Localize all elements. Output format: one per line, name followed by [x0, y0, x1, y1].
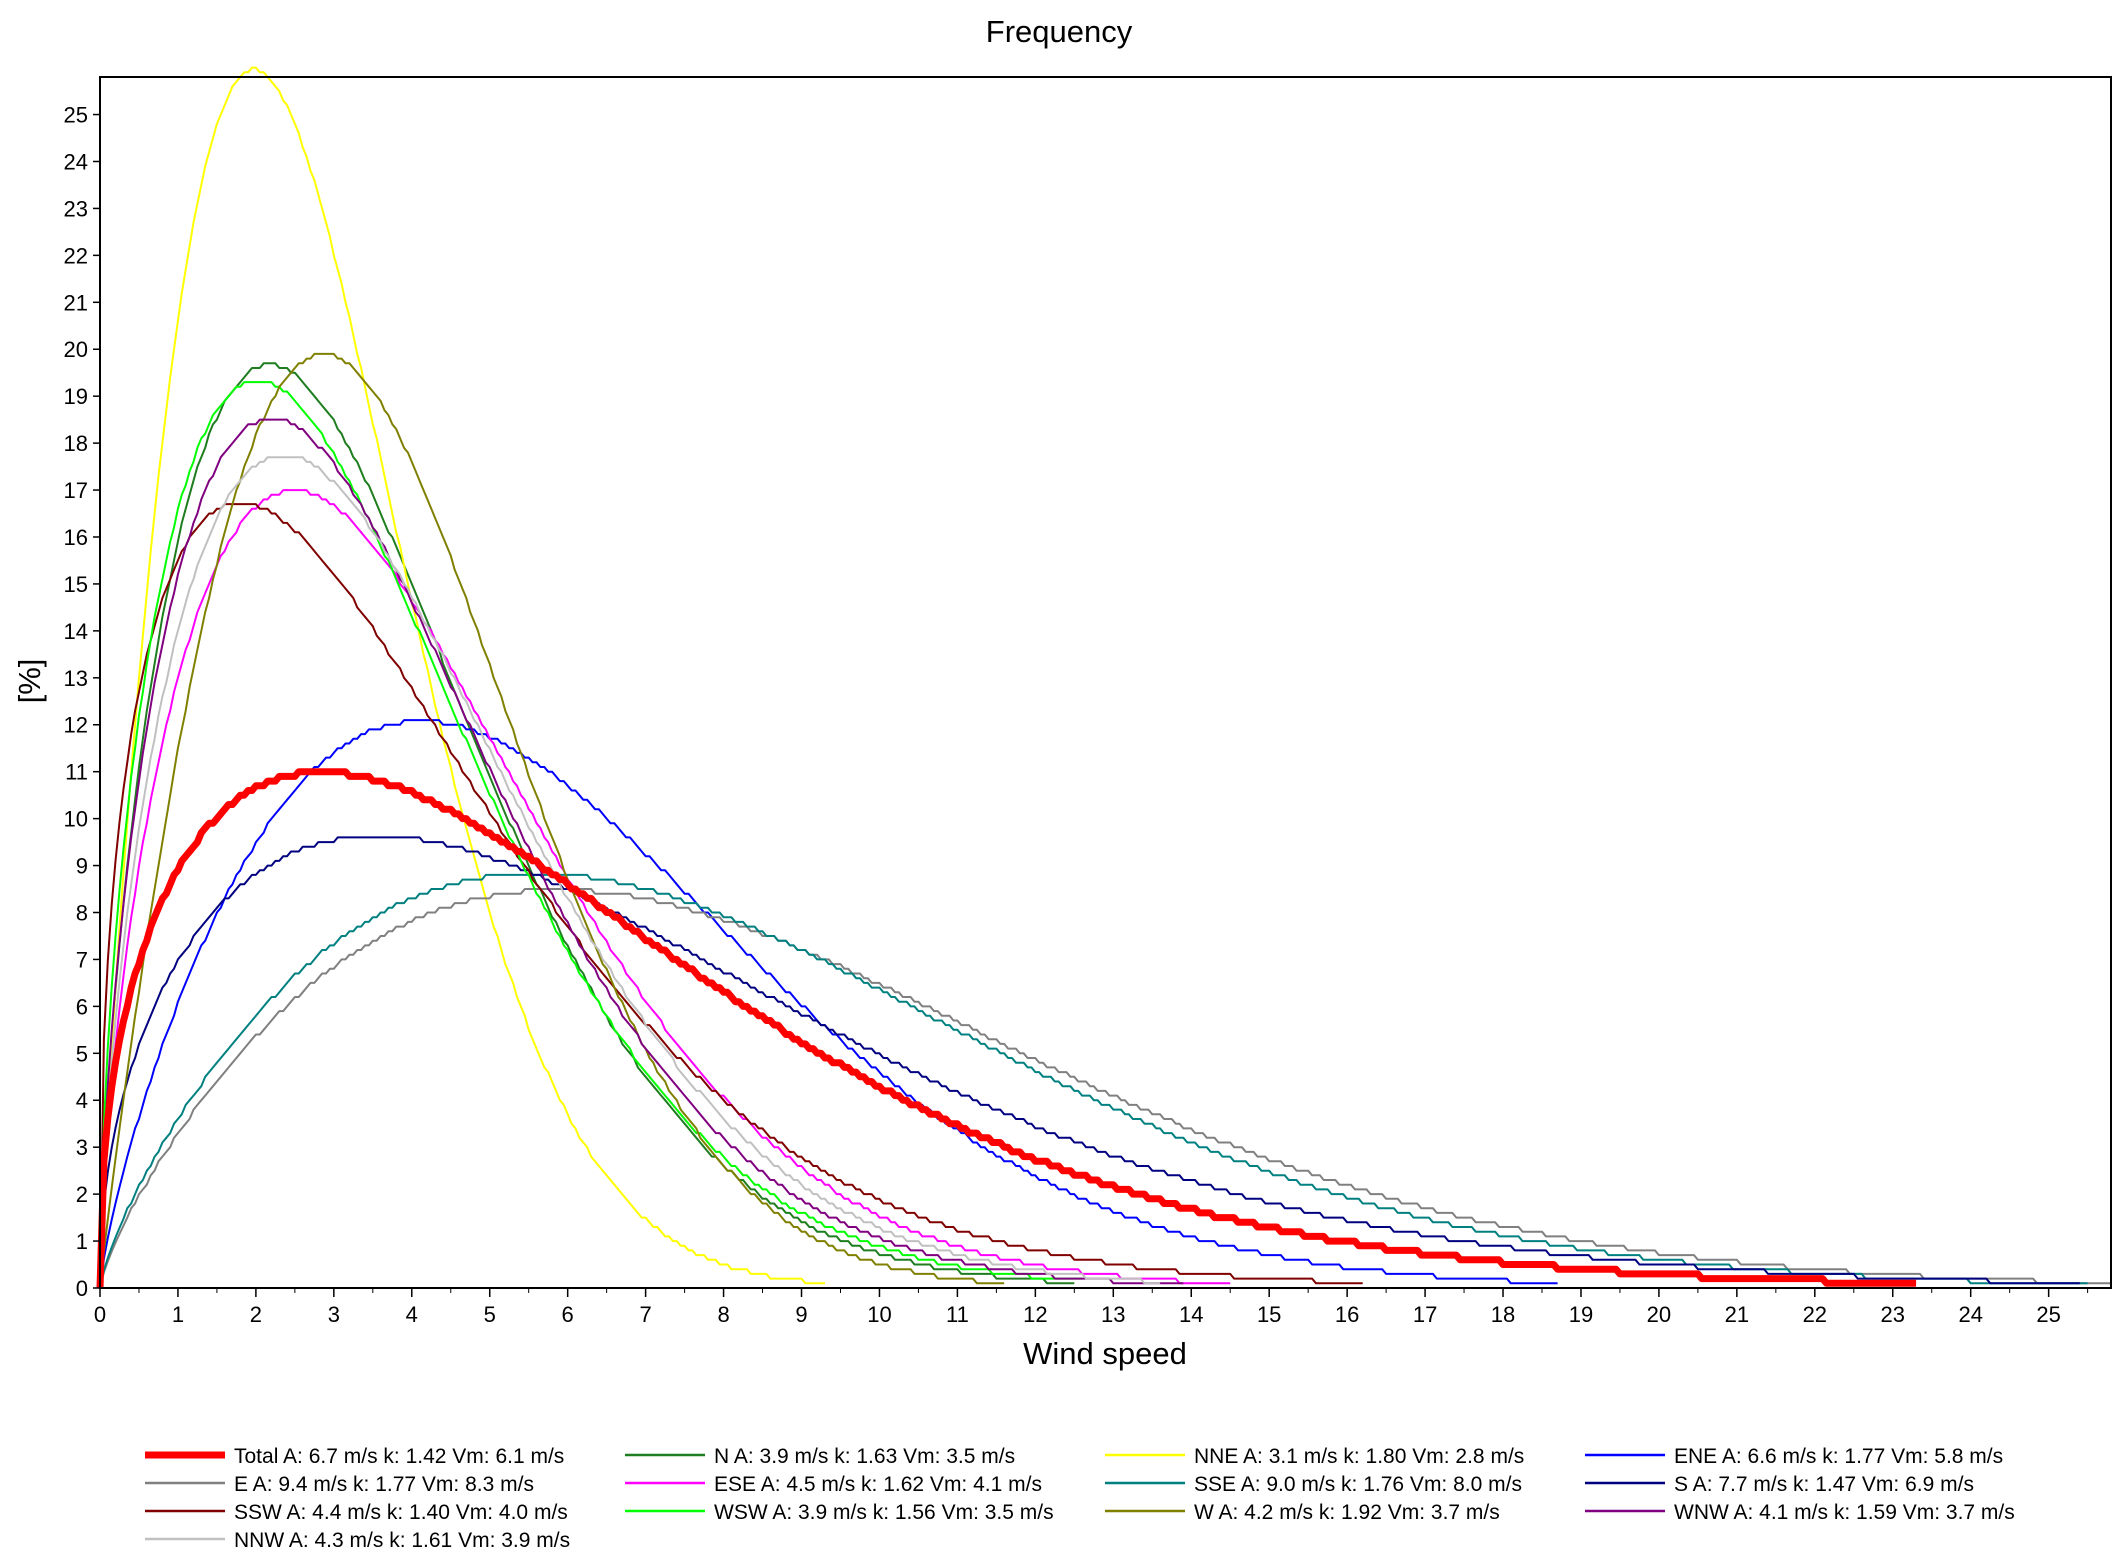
y-tick-label: 10 [64, 807, 88, 832]
legend-label-wsw: WSW A: 3.9 m/s k: 1.56 Vm: 3.5 m/s [714, 1501, 1054, 1524]
x-tick-label: 1 [172, 1302, 184, 1327]
x-tick-label: 4 [406, 1302, 418, 1327]
legend-label-nnw: NNW A: 4.3 m/s k: 1.61 Vm: 3.9 m/s [234, 1529, 570, 1552]
y-tick-label: 18 [64, 431, 88, 456]
y-tick-label: 22 [64, 243, 88, 268]
y-tick-label: 7 [76, 947, 88, 972]
legend-label-s: S A: 7.7 m/s k: 1.47 Vm: 6.9 m/s [1674, 1473, 1974, 1496]
x-tick-label: 6 [562, 1302, 574, 1327]
legend-label-nne: NNE A: 3.1 m/s k: 1.80 Vm: 2.8 m/s [1194, 1445, 1524, 1468]
series-line-wnw [99, 418, 1184, 1289]
series-line-e [99, 888, 2111, 1289]
legend-label-e: E A: 9.4 m/s k: 1.77 Vm: 8.3 m/s [234, 1473, 534, 1496]
legend-label-ssw: SSW A: 4.4 m/s k: 1.40 Vm: 4.0 m/s [234, 1501, 568, 1524]
y-tick-label: 17 [64, 478, 88, 503]
y-tick-label: 19 [64, 384, 88, 409]
x-tick-label: 16 [1335, 1302, 1359, 1327]
legend-label-total: Total A: 6.7 m/s k: 1.42 Vm: 6.1 m/s [234, 1445, 564, 1468]
x-tick-label: 23 [1881, 1302, 1905, 1327]
x-tick-label: 19 [1569, 1302, 1593, 1327]
series-line-s [99, 836, 2080, 1289]
x-tick-label: 5 [484, 1302, 496, 1327]
series-line-sse [99, 873, 2088, 1289]
legend-label-n: N A: 3.9 m/s k: 1.63 Vm: 3.5 m/s [714, 1445, 1015, 1468]
y-tick-label: 9 [76, 854, 88, 879]
x-tick-label: 9 [795, 1302, 807, 1327]
x-tick-label: 21 [1725, 1302, 1749, 1327]
y-tick-label: 15 [64, 572, 88, 597]
x-tick-label: 3 [328, 1302, 340, 1327]
legend-label-sse: SSE A: 9.0 m/s k: 1.76 Vm: 8.0 m/s [1194, 1473, 1522, 1496]
legend-label-ese: ESE A: 4.5 m/s k: 1.62 Vm: 4.1 m/s [714, 1473, 1042, 1496]
x-axis: 0 1 2 3 4 5 6 7 8 9 10 11 12 13 14 15 16 17 18 19 20 21 22 23 24… [94, 1288, 2089, 1327]
x-tick-label: 11 [946, 1302, 969, 1327]
x-tick-label: 25 [2036, 1302, 2060, 1327]
y-tick-label: 3 [76, 1135, 88, 1160]
y-tick-label: 0 [76, 1276, 88, 1301]
x-tick-label: 24 [1958, 1302, 1982, 1327]
plot-frame [99, 76, 2112, 1289]
y-axis-label: [%] [12, 659, 47, 704]
x-tick-label: 17 [1413, 1302, 1437, 1327]
legend-label-wnw: WNW A: 4.1 m/s k: 1.59 Vm: 3.7 m/s [1674, 1501, 2015, 1524]
x-tick-label: 20 [1647, 1302, 1671, 1327]
y-tick-label: 6 [76, 994, 88, 1019]
y-tick-label: 16 [64, 525, 88, 550]
series-line-total [96, 768, 1917, 1289]
y-tick-label: 24 [64, 149, 88, 174]
legend-label-w: W A: 4.2 m/s k: 1.92 Vm: 3.7 m/s [1194, 1501, 1500, 1524]
legend: Total A: 6.7 m/s k: 1.42 Vm: 6.1 m/s N A:… [145, 1445, 2015, 1552]
series-line-w [99, 352, 1005, 1289]
y-tick-label: 23 [64, 196, 88, 221]
series-line-nnw [99, 456, 1161, 1289]
y-tick-label: 20 [64, 337, 88, 362]
chart-title: Frequency [986, 14, 1133, 49]
y-axis: 0123456789101112131415161718192021222324… [64, 103, 100, 1301]
x-tick-label: 15 [1257, 1302, 1281, 1327]
legend-label-ene: ENE A: 6.6 m/s k: 1.77 Vm: 5.8 m/s [1674, 1445, 2003, 1468]
series-line-wsw [99, 381, 1083, 1289]
x-tick-label: 12 [1023, 1302, 1047, 1327]
x-tick-label: 10 [867, 1302, 891, 1327]
x-tick-label: 14 [1179, 1302, 1203, 1327]
y-tick-label: 8 [76, 900, 88, 925]
x-axis-label: Wind speed [1023, 1336, 1187, 1371]
series-line-nne [99, 66, 825, 1289]
y-tick-label: 4 [76, 1088, 88, 1113]
y-tick-label: 2 [76, 1182, 88, 1207]
x-tick-label: 13 [1101, 1302, 1125, 1327]
y-tick-label: 13 [64, 666, 88, 691]
x-tick-label: 0 [94, 1302, 106, 1327]
x-tick-label: 8 [717, 1302, 729, 1327]
series-line-ssw [99, 503, 1363, 1289]
y-tick-label: 1 [76, 1229, 88, 1254]
series-line-ese [99, 489, 1231, 1289]
x-tick-label: 22 [1803, 1302, 1827, 1327]
y-tick-label: 11 [65, 760, 88, 785]
y-tick-label: 14 [64, 619, 88, 644]
y-tick-label: 25 [64, 103, 88, 128]
x-tick-label: 18 [1491, 1302, 1515, 1327]
x-tick-label: 7 [639, 1302, 651, 1327]
y-tick-label: 5 [76, 1041, 88, 1066]
series-layer [96, 66, 2111, 1289]
y-tick-label: 12 [64, 713, 88, 738]
y-tick-label: 21 [64, 290, 88, 315]
x-tick-label: 2 [250, 1302, 262, 1327]
